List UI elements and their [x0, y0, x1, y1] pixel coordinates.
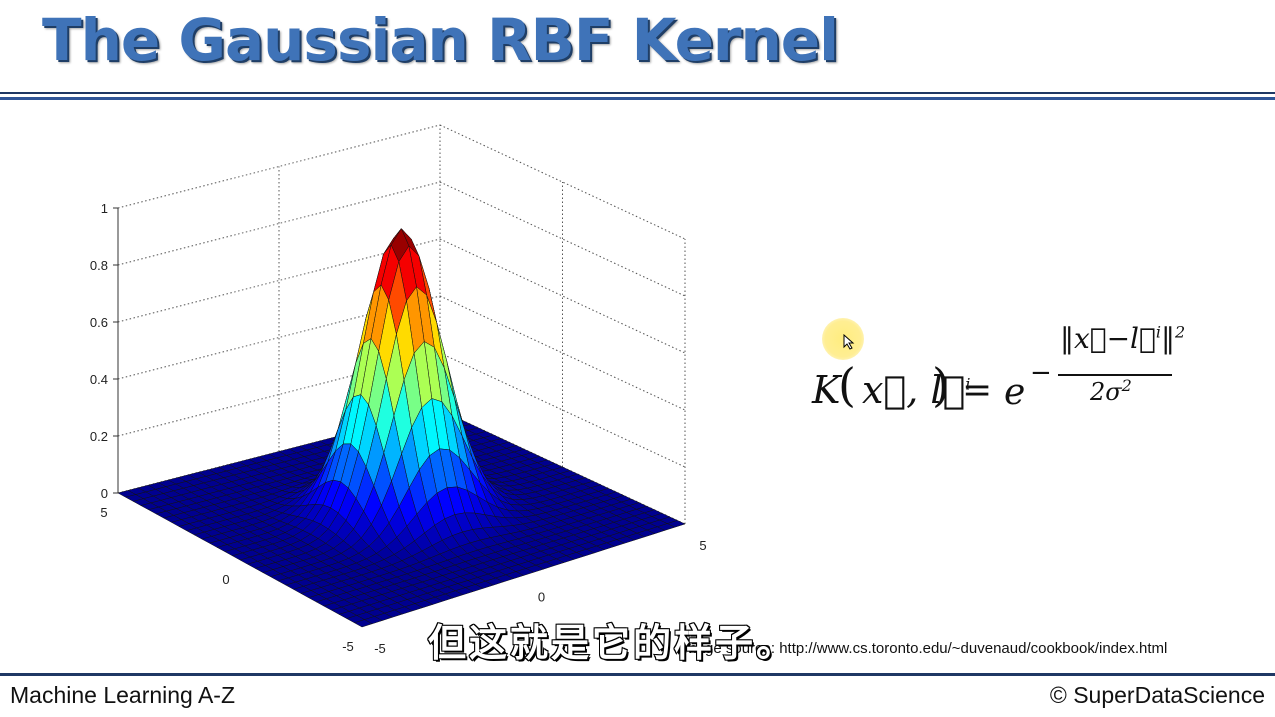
- grid-line-back-wall-5: [117, 124, 441, 209]
- copyright-notice: © SuperDataScience: [1049, 682, 1265, 708]
- surface-patch: [353, 619, 373, 628]
- footer-divider: [0, 673, 1275, 676]
- formula-fraction-bar: [1058, 374, 1172, 376]
- gaussian-surface-plot: 0 0.2 0.4 0.6 0.8 1 5 0 -5 -5 0 5: [90, 124, 707, 656]
- formula-minus: −: [1030, 358, 1052, 388]
- grid-line-side-wall-5: [439, 124, 686, 240]
- grid-line-side-wall-2: [439, 295, 686, 411]
- y-tick-label: -5: [342, 639, 354, 654]
- formula-lhs: K: [812, 368, 841, 412]
- z-tick-label: 0: [101, 486, 108, 501]
- course-name: Machine Learning A-Z: [10, 682, 236, 708]
- title-divider: [0, 92, 1275, 100]
- x-tick-label: 5: [699, 538, 706, 553]
- formula-args: x⃗, l⃗i: [862, 368, 971, 412]
- z-tick-label: 0.6: [90, 315, 108, 330]
- pointer-cursor-icon: [843, 334, 855, 350]
- y-tick-label: 0: [222, 572, 229, 587]
- surface-mesh: [117, 227, 686, 628]
- y-tick-label: 5: [100, 505, 107, 520]
- rbf-formula: K ( x⃗, l⃗i ) = e − ‖x⃗−l⃗i‖2 2σ2: [812, 318, 1212, 428]
- image-source-caption: Image source: http://www.cs.toronto.edu/…: [680, 640, 1168, 657]
- formula-base: e: [1004, 372, 1026, 413]
- axis-tick-labels: 0 0.2 0.4 0.6 0.8 1 5 0 -5 -5 0 5: [90, 201, 707, 656]
- formula-close-paren: ): [932, 358, 950, 412]
- z-tick-label: 0.2: [90, 429, 108, 444]
- grid-line-side-wall-4: [439, 181, 686, 297]
- x-tick-label: 0: [538, 590, 545, 605]
- cursor-highlight: [822, 318, 864, 360]
- formula-denominator: 2σ2: [1090, 376, 1132, 406]
- z-tick-label: 0.8: [90, 258, 108, 273]
- formula-numerator: ‖x⃗−l⃗i‖2: [1060, 322, 1186, 355]
- slide-title: The Gaussian RBF Kernel: [42, 6, 839, 74]
- grid-line-back-wall-4: [117, 181, 441, 266]
- grid-line-side-wall-3: [439, 238, 686, 354]
- formula-equals: =: [962, 370, 993, 411]
- z-tick-label: 1: [101, 201, 108, 216]
- x-tick-label: -5: [374, 641, 386, 656]
- z-tick-label: 0.4: [90, 372, 108, 387]
- formula-open-paren: (: [838, 358, 856, 412]
- grid-line-side-wall-1: [439, 352, 686, 468]
- video-subtitle: 但这就是它的样子。: [427, 620, 798, 666]
